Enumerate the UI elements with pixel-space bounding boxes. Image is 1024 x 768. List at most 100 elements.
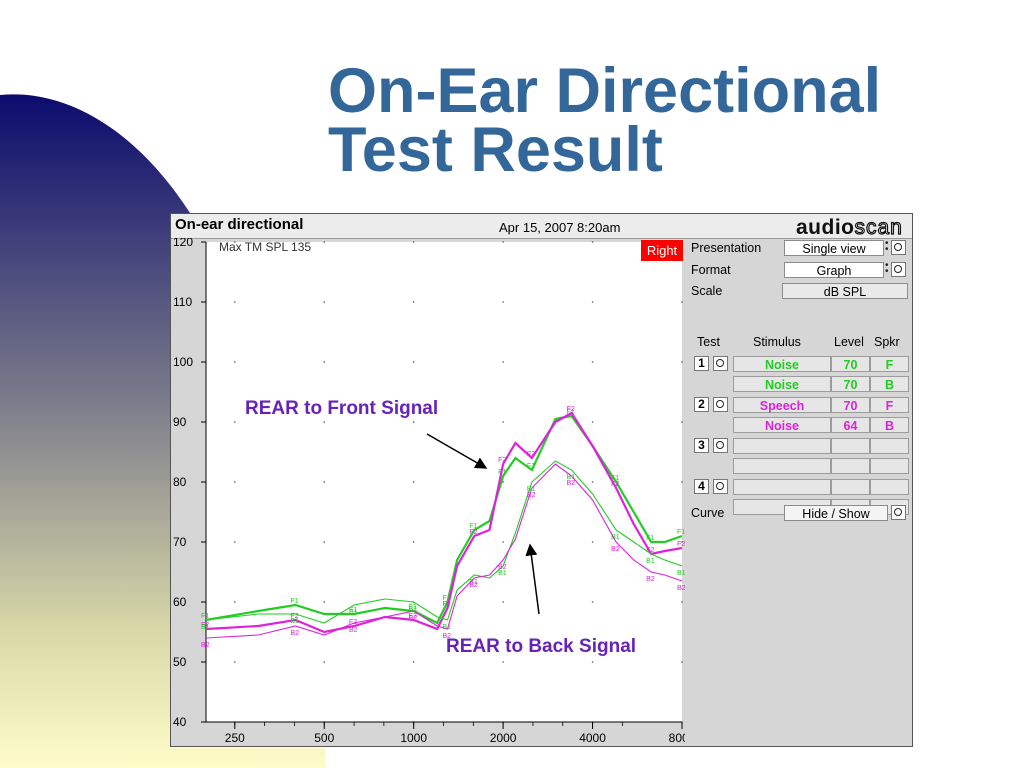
- curve-marker-f2: F2: [611, 481, 619, 488]
- test-4-row-1-level[interactable]: [831, 479, 870, 495]
- curve-marker-f1: F1: [349, 607, 357, 614]
- app-header: On-ear directional Apr 15, 2007 8:20am a…: [171, 214, 912, 240]
- grid-dot: [323, 241, 326, 243]
- curve-marker-b2: B2: [527, 492, 536, 499]
- test-3-toggle-button[interactable]: [713, 438, 728, 453]
- logo-part-scan: scan: [854, 215, 903, 239]
- col-level: Level: [834, 335, 864, 349]
- curve-marker-f1: F1: [527, 463, 535, 470]
- x-tick-label: 2000: [490, 731, 517, 745]
- y-tick-label: 50: [173, 655, 187, 669]
- curve-marker-b1: B1: [201, 624, 210, 631]
- grid-dot: [412, 481, 415, 483]
- test-2-toggle-button[interactable]: [713, 397, 728, 412]
- curve-marker-f1: F1: [469, 523, 477, 530]
- curve-marker-f2: F2: [409, 613, 417, 620]
- audioscan-window: On-ear directional Apr 15, 2007 8:20am a…: [170, 213, 913, 747]
- test-2-row-2-spkr[interactable]: B: [870, 417, 909, 433]
- test-4-row-1-stimulus[interactable]: [733, 479, 831, 495]
- format-toggle-button[interactable]: [891, 262, 906, 277]
- curve-b2: [205, 463, 683, 639]
- format-select[interactable]: Graph: [784, 262, 884, 278]
- grid-dot: [412, 241, 415, 243]
- test-1-row-1-stimulus[interactable]: Noise: [733, 356, 831, 372]
- test-2-row-2-stimulus[interactable]: Noise: [733, 417, 831, 433]
- curve-toggle-button[interactable]: [891, 505, 906, 520]
- test-3-row-1-spkr[interactable]: [870, 438, 909, 454]
- test-2-row-2-level[interactable]: 64: [831, 417, 870, 433]
- test-2-row-1-spkr[interactable]: F: [870, 397, 909, 413]
- curve-label: Curve: [691, 506, 725, 520]
- curve-marker-b1: B1: [409, 606, 418, 613]
- grid-dot: [233, 301, 236, 303]
- control-panel: Presentation Single view • • Format Graph…: [685, 238, 912, 746]
- grid-dot: [591, 421, 594, 423]
- curve-marker-f2: F2: [567, 406, 575, 413]
- curve-marker-b2: B2: [567, 480, 576, 487]
- grid-dot: [502, 241, 504, 243]
- x-tick-label: 8000: [669, 731, 685, 745]
- grid-dot: [233, 481, 236, 483]
- curve-marker-b1: B1: [646, 558, 655, 565]
- curve-marker-f2: F2: [498, 457, 506, 464]
- format-spinner-icon[interactable]: • •: [885, 260, 889, 277]
- curve-marker-f1: F1: [409, 604, 417, 611]
- test-date: Apr 15, 2007 8:20am: [499, 220, 621, 235]
- test-3-row-1-level[interactable]: [831, 438, 870, 454]
- grid-dot: [502, 601, 504, 603]
- test-2-row-1-stimulus[interactable]: Speech: [733, 397, 831, 413]
- curve-f1: [205, 414, 683, 625]
- slide-title-line2: Test Result: [328, 115, 663, 185]
- curve-marker-b1: B1: [567, 474, 576, 481]
- y-tick-label: 90: [173, 415, 187, 429]
- test-1-toggle-button[interactable]: [713, 356, 728, 371]
- test-2-number-button[interactable]: 2: [694, 397, 709, 412]
- test-4-toggle-button[interactable]: [713, 479, 728, 494]
- test-3-row-2-level[interactable]: [831, 458, 870, 474]
- test-1-row-1-spkr[interactable]: F: [870, 356, 909, 372]
- test-4-number-button[interactable]: 4: [694, 479, 709, 494]
- grid-dot: [412, 421, 415, 423]
- grid-dot: [502, 301, 504, 303]
- y-tick-label: 100: [173, 355, 193, 369]
- test-1-number-button[interactable]: 1: [694, 356, 709, 371]
- test-3-row-2-stimulus[interactable]: [733, 458, 831, 474]
- presentation-toggle-button[interactable]: [891, 240, 906, 255]
- curve-marker-f1: F1: [646, 535, 654, 542]
- grid-dot: [681, 541, 683, 543]
- slide-title: On-Ear Directional Test Result: [328, 56, 1018, 185]
- test-4-row-1-spkr[interactable]: [870, 479, 909, 495]
- curve-marker-b2: B2: [611, 546, 620, 553]
- test-1-row-2-level[interactable]: 70: [831, 376, 870, 392]
- grid-dot: [412, 661, 415, 663]
- grid-dot: [502, 661, 504, 663]
- curve-marker-b2: B2: [290, 630, 299, 637]
- test-1-row-2-stimulus[interactable]: Noise: [733, 376, 831, 392]
- test-title: On-ear directional: [175, 216, 304, 233]
- presentation-select[interactable]: Single view: [784, 240, 884, 256]
- grid-dot: [681, 601, 683, 603]
- presentation-spinner-icon[interactable]: • •: [885, 238, 889, 255]
- grid-dot: [412, 301, 415, 303]
- test-2-row-1-level[interactable]: 70: [831, 397, 870, 413]
- test-1-row-2-spkr[interactable]: B: [870, 376, 909, 392]
- test-3-row-2-spkr[interactable]: [870, 458, 909, 474]
- curve-marker-f1: F1: [290, 598, 298, 605]
- curve-marker-b1: B1: [611, 534, 620, 541]
- grid-dot: [323, 661, 326, 663]
- curve-marker-f1: F1: [201, 613, 209, 620]
- test-3-row-1-stimulus[interactable]: [733, 438, 831, 454]
- test-1-row-1-level[interactable]: 70: [831, 356, 870, 372]
- curve-marker-b1: B1: [290, 618, 299, 625]
- hide-show-button[interactable]: Hide / Show: [784, 505, 888, 521]
- grid-dot: [591, 661, 594, 663]
- slide-title-line1: On-Ear Directional: [328, 56, 882, 126]
- curve-marker-b2: B2: [201, 642, 210, 649]
- logo-part-audio: audio: [796, 216, 855, 239]
- curve-marker-b1: B1: [349, 609, 358, 616]
- grid-dot: [591, 481, 594, 483]
- test-3-number-button[interactable]: 3: [694, 438, 709, 453]
- grid-dot: [323, 361, 326, 363]
